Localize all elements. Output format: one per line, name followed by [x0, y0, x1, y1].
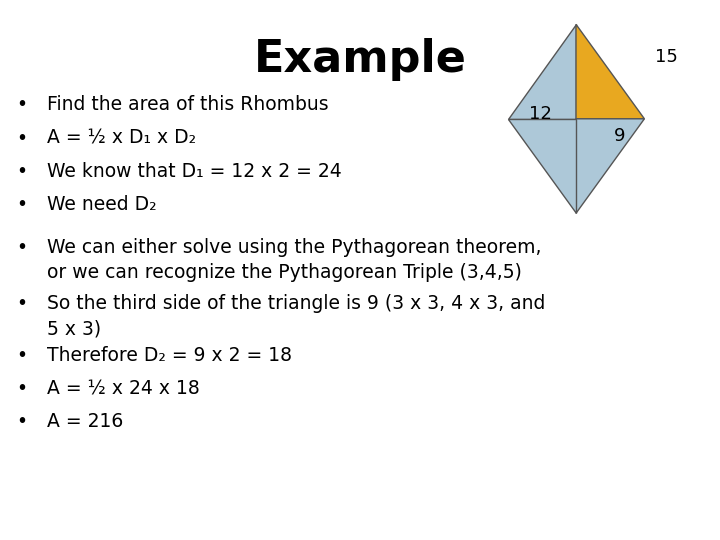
Text: •: • — [16, 346, 27, 365]
Text: 9: 9 — [613, 127, 625, 145]
Text: •: • — [16, 412, 27, 431]
Text: A = ½ x 24 x 18: A = ½ x 24 x 18 — [47, 379, 199, 398]
Polygon shape — [576, 119, 644, 213]
Text: •: • — [16, 294, 27, 313]
Text: Example: Example — [253, 38, 467, 81]
Text: We need D₂: We need D₂ — [47, 195, 156, 214]
Text: A = 216: A = 216 — [47, 412, 123, 431]
Text: We know that D₁ = 12 x 2 = 24: We know that D₁ = 12 x 2 = 24 — [47, 162, 341, 181]
Text: •: • — [16, 94, 27, 113]
Text: Find the area of this Rhombus: Find the area of this Rhombus — [47, 94, 328, 113]
Text: •: • — [16, 379, 27, 398]
Text: •: • — [16, 129, 27, 147]
Text: •: • — [16, 162, 27, 181]
Polygon shape — [576, 24, 644, 119]
Text: Therefore D₂ = 9 x 2 = 18: Therefore D₂ = 9 x 2 = 18 — [47, 346, 292, 365]
Text: We can either solve using the Pythagorean theorem,
or we can recognize the Pytha: We can either solve using the Pythagorea… — [47, 238, 541, 281]
Polygon shape — [508, 24, 576, 119]
Text: 12: 12 — [529, 105, 552, 123]
Text: 15: 15 — [654, 49, 678, 66]
Text: •: • — [16, 238, 27, 256]
Text: So the third side of the triangle is 9 (3 x 3, 4 x 3, and
5 x 3): So the third side of the triangle is 9 (… — [47, 294, 545, 338]
Polygon shape — [508, 119, 576, 213]
Text: •: • — [16, 195, 27, 214]
Text: A = ½ x D₁ x D₂: A = ½ x D₁ x D₂ — [47, 129, 196, 147]
